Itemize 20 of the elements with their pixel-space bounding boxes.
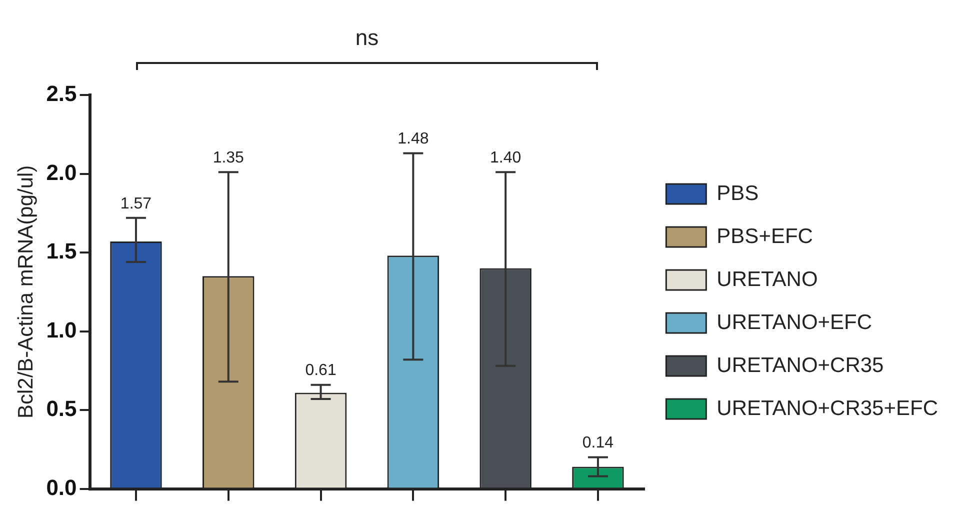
y-tick-label: 2.5 [46,81,77,106]
text: 1.57 [120,195,152,212]
y-tick-label: 0.5 [46,396,77,422]
legend-label: URETANO+EFC [716,310,872,334]
text: 1.40 [490,150,522,167]
y-axis-title: Bcl2/B-Actina mRNA(pg/ul) [14,165,38,419]
text: ns [355,25,379,50]
legend-label: URETANO [716,268,818,291]
text: 1.35 [212,150,244,167]
y-tick-label: 1.5 [46,238,77,264]
text: 0.14 [582,434,614,452]
y-tick-label: 2.0 [46,160,77,185]
y-tick-label: 1.0 [46,317,77,342]
legend-label: URETANO+CR35+EFC [716,396,938,420]
text: 1.48 [398,130,429,148]
text: 0.61 [305,362,336,380]
legend-label: PBS [716,182,759,205]
y-tick-label: 0.0 [46,474,77,500]
legend-label: URETANO+CR35 [716,354,884,377]
legend-label: PBS+EFC [716,224,813,248]
